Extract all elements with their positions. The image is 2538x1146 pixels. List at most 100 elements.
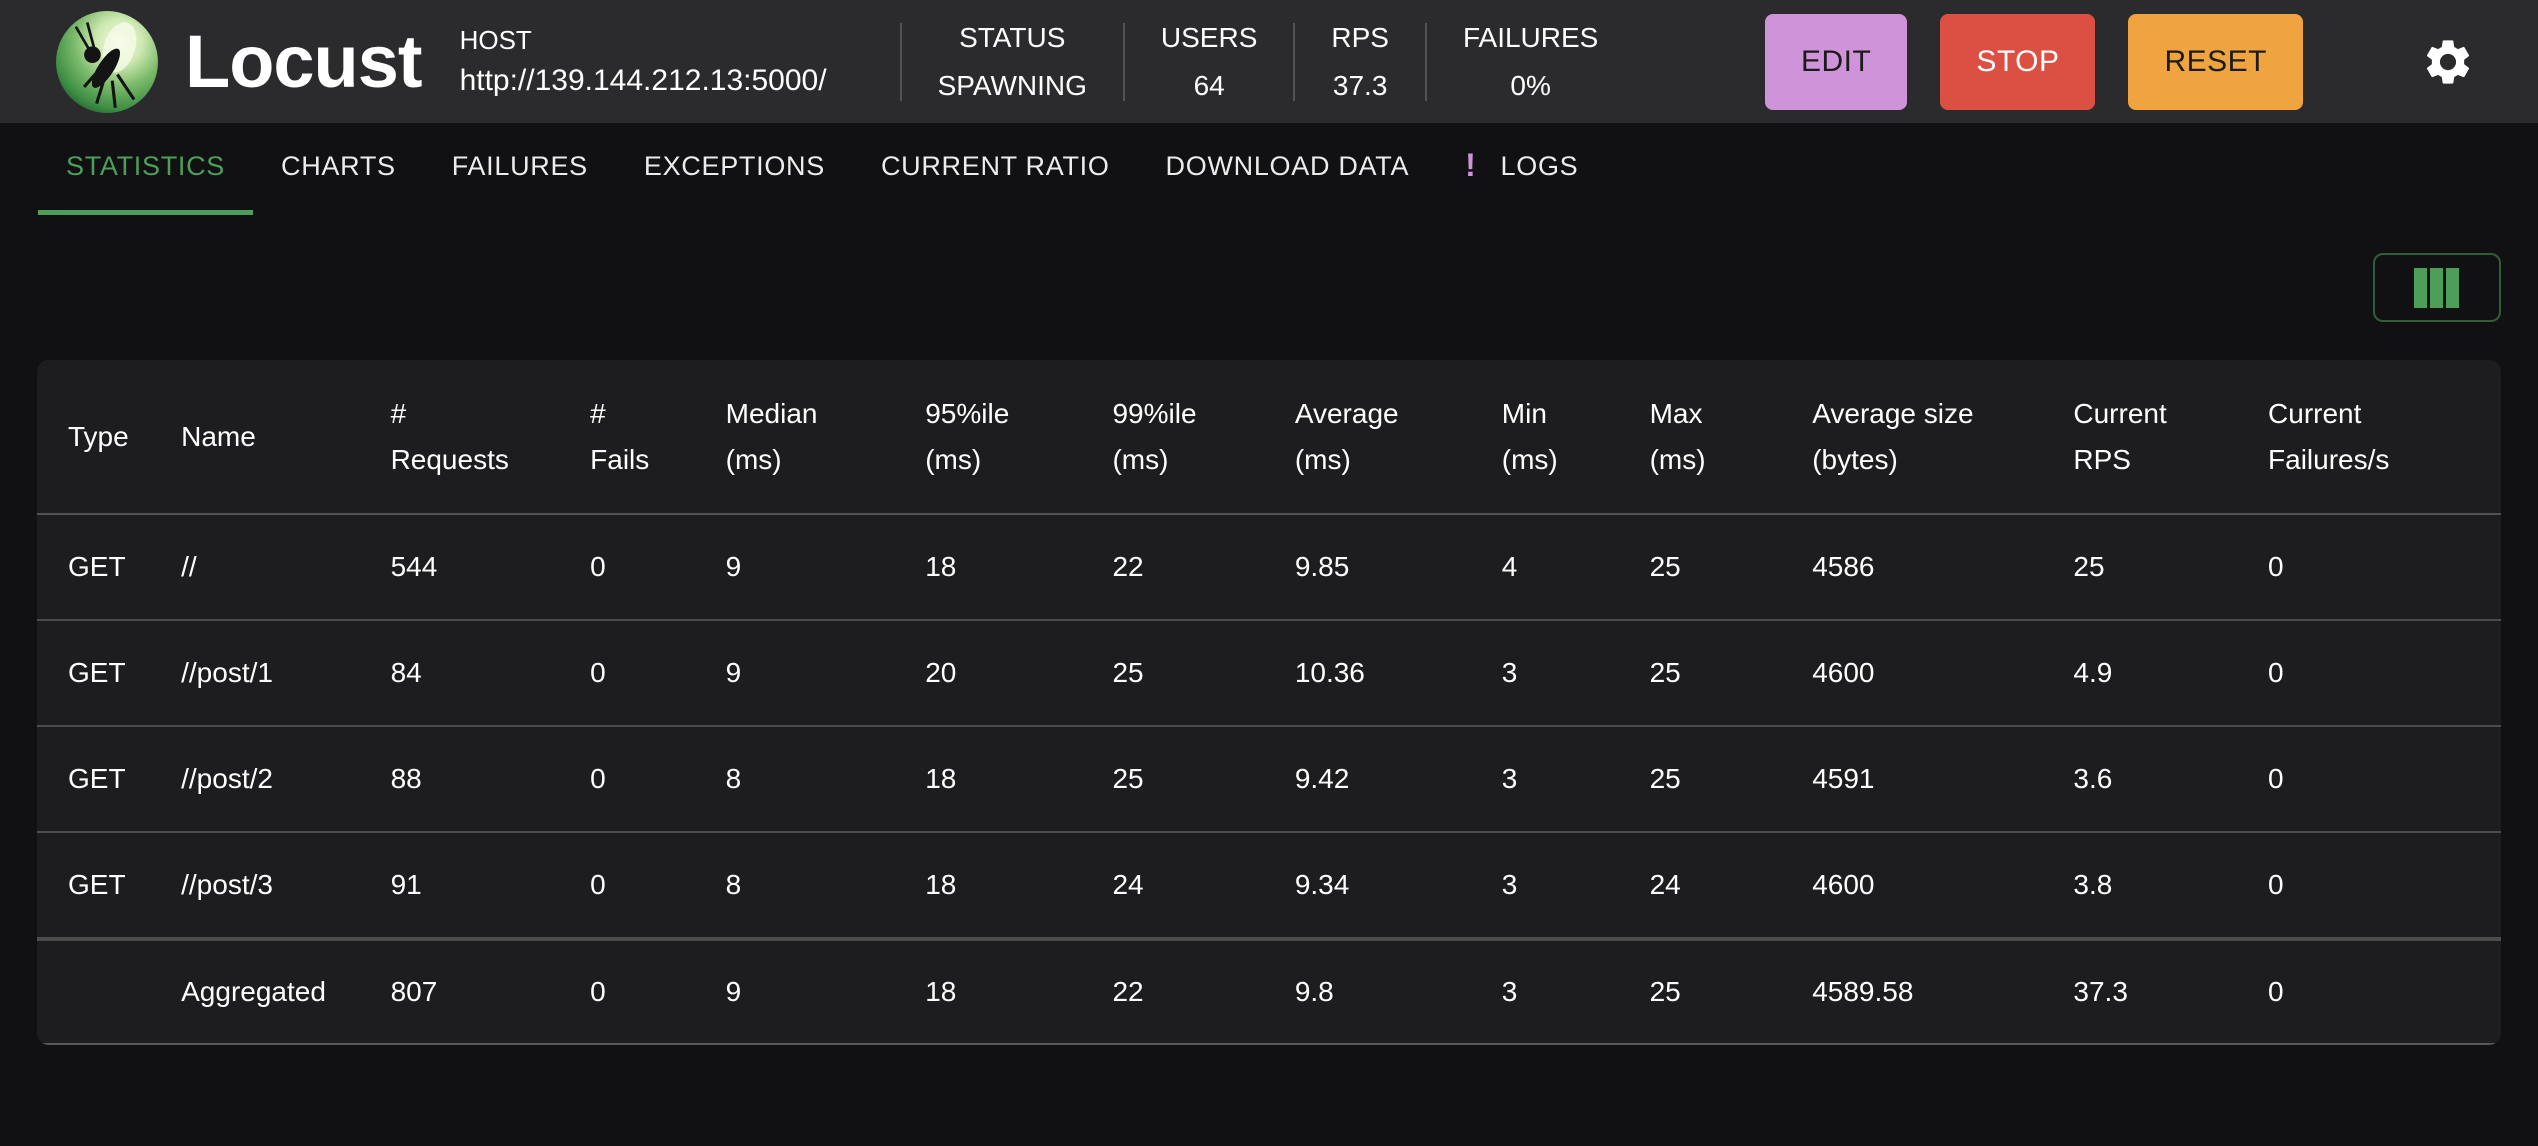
column-header-type[interactable]: Type [37, 360, 166, 515]
table-cell: 25 [1633, 939, 1797, 1045]
tab-label: LOGS [1500, 151, 1579, 181]
table-cell: 9.42 [1278, 727, 1486, 833]
table-cell: Aggregated [165, 939, 375, 1045]
table-cell: 3.6 [2057, 727, 2253, 833]
reset-button[interactable]: RESET [2128, 13, 2303, 110]
table-cell: 88 [374, 727, 575, 833]
host-info: HOST http://139.144.212.13:5000/ [460, 25, 860, 98]
table-cell: 10.36 [1278, 621, 1486, 727]
stat-value: 0% [1510, 69, 1551, 101]
header-stat-rps: RPS 37.3 [1295, 22, 1425, 102]
column-header-current-failures-s[interactable]: Current Failures/s [2252, 360, 2501, 515]
header-stat-users: USERS 64 [1125, 22, 1293, 102]
tab-label: STATISTICS [66, 151, 226, 181]
brand-title: Locust [185, 20, 423, 103]
table-row: GET//post/1 84 0 9 20 25 10.36 3 25 4600 4.9 0 [37, 621, 2501, 727]
column-header-average-size-bytes-[interactable]: Average size (bytes) [1796, 360, 2058, 515]
table-cell: 0 [574, 939, 710, 1045]
host-label: HOST [459, 25, 532, 55]
statistics-table-panel: Type Name # Requests # Fails Median (ms) 95%ile(… [37, 360, 2501, 1045]
table-cell: 8 [709, 727, 910, 833]
header-stat-divider [899, 22, 902, 101]
main-tabbar: STATISTICS CHARTS FAILURES EXCEPTIONS CURREN… [0, 123, 2538, 215]
table-cell: 3 [1485, 727, 1634, 833]
table-cell: 0 [574, 621, 710, 727]
tab-exceptions[interactable]: EXCEPTIONS [616, 123, 853, 215]
table-cell: 9.85 [1278, 515, 1486, 621]
table-cell: 544 [374, 515, 575, 621]
tab-current-ratio[interactable]: CURRENT RATIO [853, 123, 1138, 215]
table-cell: 9.34 [1278, 833, 1486, 939]
table-cell: 18 [909, 727, 1097, 833]
header-stat-divider [1424, 22, 1427, 101]
table-cell: 24 [1633, 833, 1797, 939]
header-stat-status: STATUS SPAWNING [902, 22, 1123, 102]
table-cell: 25 [1096, 621, 1279, 727]
statistics-table: Type Name # Requests # Fails Median (ms) 95%ile(… [37, 360, 2501, 1045]
column-selector-button[interactable] [2373, 253, 2501, 322]
header-stat-divider [1293, 22, 1296, 101]
column-header-99-ile-ms-[interactable]: 99%ile (ms) [1096, 360, 1279, 515]
column-header-95-ile-ms-[interactable]: 95%ile (ms) [909, 360, 1097, 515]
stop-button[interactable]: STOP [1940, 13, 2096, 110]
table-cell: //post/1 [165, 621, 375, 727]
table-cell: 9 [709, 939, 910, 1045]
stat-label: FAILURES [1462, 21, 1599, 53]
column-header-min-ms-[interactable]: Min (ms) [1485, 360, 1634, 515]
table-cell: 22 [1096, 939, 1279, 1045]
table-cell: 18 [909, 515, 1097, 621]
table-cell: 25 [1096, 727, 1279, 833]
columns-icon [2414, 267, 2459, 308]
host-url: http://139.144.212.13:5000/ [459, 64, 827, 97]
gear-icon [2426, 39, 2470, 84]
tab-download-data[interactable]: DOWNLOAD DATA [1138, 123, 1438, 215]
tab-logs[interactable]: ! LOGS [1437, 123, 1606, 215]
table-cell: 3 [1485, 621, 1634, 727]
table-cell: 84 [374, 621, 575, 727]
column-header--fails[interactable]: # Fails [574, 360, 710, 515]
logs-alert-badge: ! [1465, 147, 1477, 183]
tab-label: DOWNLOAD DATA [1165, 151, 1410, 181]
table-cell: 0 [2252, 621, 2501, 727]
table-cell: 4600 [1796, 621, 2058, 727]
tab-label: FAILURES [451, 151, 588, 181]
table-cell: 4586 [1796, 515, 2058, 621]
column-header-name[interactable]: Name [165, 360, 375, 515]
table-header-row: Type Name # Requests # Fails Median (ms) 95%ile(… [37, 360, 2501, 515]
table-cell: 0 [2252, 939, 2501, 1045]
column-header-average-ms-[interactable]: Average (ms) [1278, 360, 1486, 515]
table-cell: 0 [2252, 727, 2501, 833]
stat-label: USERS [1160, 21, 1258, 53]
column-header-max-ms-[interactable]: Max (ms) [1633, 360, 1797, 515]
table-row: GET//post/3 91 0 8 18 24 9.34 3 24 4600 3.8 0 [37, 833, 2501, 939]
locust-logo-icon [56, 10, 158, 113]
tab-charts[interactable]: CHARTS [253, 123, 424, 215]
table-cell: 20 [909, 621, 1097, 727]
table-cell: 3.8 [2057, 833, 2253, 939]
tab-statistics[interactable]: STATISTICS [38, 123, 254, 215]
table-cell: 4 [1485, 515, 1634, 621]
table-cell: //post/2 [165, 727, 375, 833]
table-cell: 9 [709, 515, 910, 621]
table-cell: 807 [374, 939, 575, 1045]
table-cell: 18 [909, 833, 1097, 939]
column-header-median-ms-[interactable]: Median (ms) [709, 360, 910, 515]
settings-button[interactable] [2418, 32, 2478, 92]
tab-failures[interactable]: FAILURES [424, 123, 616, 215]
table-cell: GET [37, 621, 166, 727]
table-cell: 0 [574, 833, 710, 939]
table-cell: 8 [709, 833, 910, 939]
table-cell: 0 [2252, 833, 2501, 939]
stat-label: RPS [1331, 21, 1389, 53]
column-header-current-rps[interactable]: Current RPS [2057, 360, 2253, 515]
table-cell: 4.9 [2057, 621, 2253, 727]
table-cell: 22 [1096, 515, 1279, 621]
table-cell: 37.3 [2057, 939, 2253, 1045]
tab-label: CHARTS [281, 151, 396, 181]
header-stats: STATUS SPAWNING USERS 64 RPS 37.3 FAILURES 0% [899, 0, 1635, 123]
table-toolbar [37, 253, 2501, 322]
column-header--requests[interactable]: # Requests [374, 360, 575, 515]
table-cell: 9 [709, 621, 910, 727]
edit-button[interactable]: EDIT [1764, 13, 1908, 110]
table-cell: 25 [1633, 621, 1797, 727]
